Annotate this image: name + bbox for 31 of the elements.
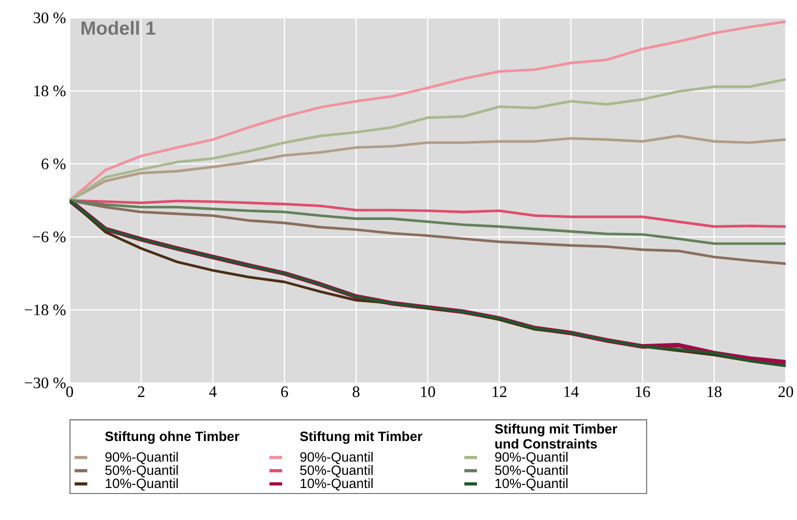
legend-label: 10%-Quantil: [106, 478, 178, 490]
x-tick-label: 18: [708, 386, 722, 398]
text: Stiftung ohne Timber: [105, 431, 240, 444]
legend-label: 10%-Quantil: [300, 478, 373, 490]
x-tick-label: 0: [66, 386, 73, 398]
x-tick-label: 10: [421, 386, 436, 398]
x-tick-label: 2: [138, 386, 144, 397]
legend-label: 90%-Quantil: [495, 452, 568, 464]
x-tick-label: 6: [281, 386, 288, 398]
x-tick-label: 20: [778, 386, 794, 398]
y-tick-label: 6 %: [42, 158, 66, 170]
legend-label: 10%-Quantil: [496, 478, 568, 490]
line-series: [70, 78, 786, 202]
x-tick-label: 12: [492, 386, 506, 397]
x-tick-label: 16: [636, 386, 650, 398]
legend-label: 50%-Quantil: [495, 465, 568, 478]
y-tick-label: 18 %: [34, 85, 66, 96]
x-tick-label: 14: [564, 386, 579, 397]
y-tick-label: −30 %: [24, 377, 66, 388]
text: Stiftung mit Timber und Constraints: [494, 424, 618, 448]
legend-label: 50%-Quantil: [105, 465, 178, 478]
legend-label: 90%-Quantil: [300, 452, 373, 464]
y-tick-label: 30 %: [34, 12, 66, 24]
text: Stiftung mit Timber: [300, 431, 422, 444]
chart-title: Modell 1: [82, 20, 156, 35]
y-tick-label: −18 %: [24, 304, 66, 316]
y-tick-label: −6 %: [32, 231, 66, 242]
x-tick-label: 8: [352, 386, 360, 398]
legend-label: 50%-Quantil: [300, 465, 373, 478]
legend-label: 90%-Quantil: [105, 452, 178, 464]
x-tick-label: 4: [209, 386, 217, 397]
